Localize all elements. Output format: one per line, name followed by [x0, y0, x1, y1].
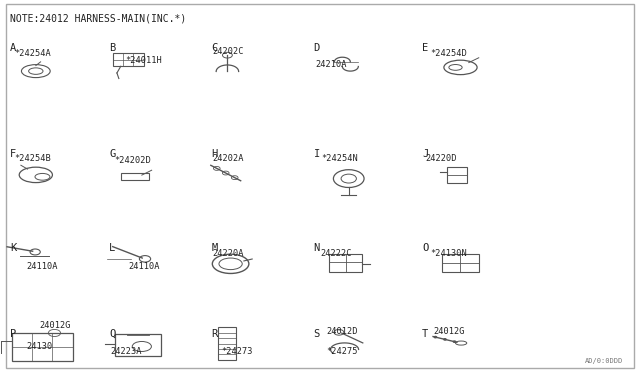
Text: 24202A: 24202A: [212, 154, 244, 164]
Text: T: T: [422, 329, 428, 339]
Text: *24202D: *24202D: [115, 156, 151, 165]
Text: 24012G: 24012G: [39, 321, 70, 330]
Text: H: H: [211, 149, 218, 159]
Text: 24130: 24130: [26, 341, 52, 351]
Circle shape: [435, 336, 436, 338]
Text: 24210A: 24210A: [315, 60, 346, 69]
Text: K: K: [10, 243, 17, 253]
Text: A: A: [10, 43, 17, 53]
Text: 24220D: 24220D: [426, 154, 457, 164]
Text: F: F: [10, 149, 17, 159]
Text: *24254B: *24254B: [15, 154, 51, 164]
Bar: [329, 254, 362, 272]
Text: *24273: *24273: [221, 347, 253, 356]
Text: AD/0:0DDD: AD/0:0DDD: [585, 358, 623, 364]
Text: O: O: [422, 243, 428, 253]
Text: 24223A: 24223A: [111, 347, 142, 356]
Text: NOTE:24012 HARNESS-MAIN(INC.*): NOTE:24012 HARNESS-MAIN(INC.*): [10, 14, 186, 24]
Text: *24254A: *24254A: [15, 49, 51, 58]
Text: M: M: [211, 243, 218, 253]
Text: 24222C: 24222C: [320, 249, 351, 258]
Text: C: C: [211, 43, 218, 53]
Text: B: B: [109, 43, 115, 53]
Bar: [121, 173, 149, 180]
Text: R: R: [211, 329, 218, 339]
Text: Q: Q: [109, 329, 115, 339]
Bar: [113, 53, 144, 66]
Text: L: L: [109, 243, 115, 253]
Text: E: E: [422, 43, 428, 53]
Bar: [115, 334, 161, 356]
Text: *24011H: *24011H: [125, 56, 162, 65]
Text: D: D: [314, 43, 320, 53]
Text: 24012D: 24012D: [326, 327, 358, 336]
Text: *24254N: *24254N: [321, 154, 358, 164]
Text: P: P: [10, 329, 17, 339]
Text: J: J: [422, 149, 428, 159]
Text: *24275: *24275: [326, 347, 358, 356]
Text: 24110A: 24110A: [26, 262, 58, 271]
Text: 24220A: 24220A: [212, 249, 244, 258]
Text: S: S: [314, 329, 320, 339]
Text: *24130N: *24130N: [430, 249, 467, 258]
Text: N: N: [314, 243, 320, 253]
Circle shape: [453, 341, 456, 342]
Text: 24110A: 24110A: [129, 262, 160, 271]
Text: I: I: [314, 149, 320, 159]
Circle shape: [444, 339, 446, 340]
Bar: [218, 327, 236, 360]
Text: G: G: [109, 149, 115, 159]
Text: 24202C: 24202C: [212, 47, 244, 56]
Text: 24012G: 24012G: [434, 327, 465, 336]
Bar: [442, 254, 479, 272]
Bar: [447, 167, 467, 183]
Text: *24254D: *24254D: [430, 49, 467, 58]
Bar: [12, 333, 73, 362]
